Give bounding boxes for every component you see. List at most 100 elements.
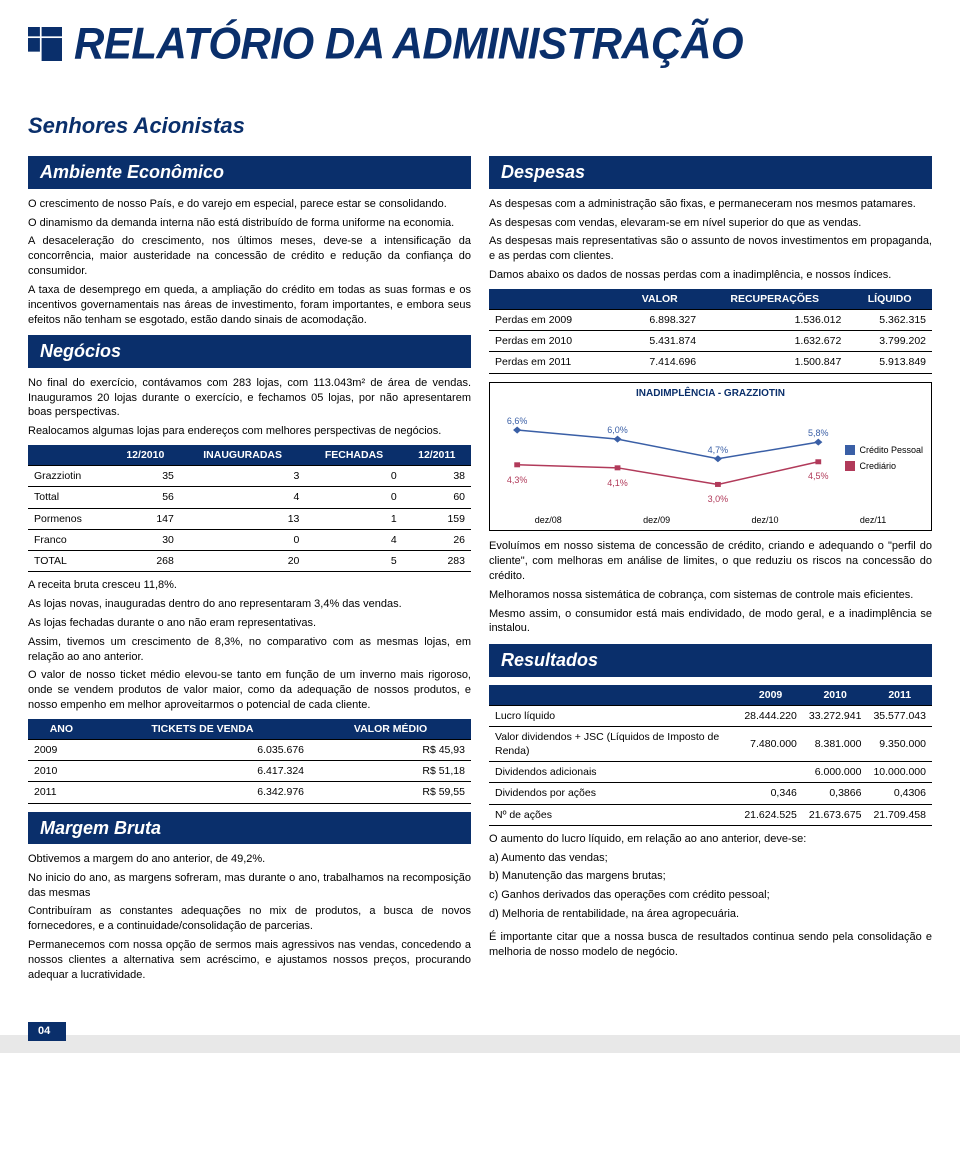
section-heading-negocios: Negócios — [28, 335, 471, 367]
x-label: dez/11 — [860, 514, 886, 526]
table-cell: 1 — [305, 508, 402, 529]
section-heading-ambiente: Ambiente Econômico — [28, 156, 471, 188]
table-cell: 35.577.043 — [867, 705, 932, 726]
left-column: Ambiente Econômico O crescimento de noss… — [28, 148, 471, 986]
table-cell: 4 — [305, 529, 402, 550]
th: INAUGURADAS — [180, 445, 306, 466]
th — [489, 289, 617, 310]
paragraph: Obtivemos a margem do ano anterior, de 4… — [28, 852, 471, 867]
table-row: Dividendos por ações0,3460,38660,4306 — [489, 783, 932, 804]
table-cell: Dividendos por ações — [489, 783, 738, 804]
th: VALOR — [617, 289, 702, 310]
stores-table: 12/2010 INAUGURADAS FECHADAS 12/2011 Gra… — [28, 445, 471, 572]
paragraph: O valor de nosso ticket médio elevou-se … — [28, 668, 471, 713]
table-cell: 5.362.315 — [847, 310, 932, 331]
table-cell: 10.000.000 — [867, 762, 932, 783]
inadimplencia-chart: INADIMPLÊNCIA - GRAZZIOTIN 6,6%6,0%4,7%5… — [489, 382, 932, 532]
chart-data-label: 4,1% — [607, 477, 628, 489]
table-cell: 159 — [403, 508, 471, 529]
table-row: Grazziotin353038 — [28, 466, 471, 487]
chart-plot-area: 6,6%6,0%4,7%5,8%4,3%4,1%3,0%4,5% — [494, 404, 841, 512]
table-cell: TOTAL — [28, 550, 111, 571]
chart-data-label: 4,5% — [808, 470, 829, 482]
table-cell: 21.709.458 — [867, 804, 932, 825]
table-cell — [738, 762, 803, 783]
paragraph: No final do exercício, contávamos com 28… — [28, 376, 471, 421]
table-cell: 6.898.327 — [617, 310, 702, 331]
page-number: 04 — [28, 1022, 66, 1041]
table-cell: 2009 — [28, 740, 95, 761]
table-cell: 21.624.525 — [738, 804, 803, 825]
paragraph: Mesmo assim, o consumidor está mais endi… — [489, 607, 932, 637]
th: VALOR MÉDIO — [310, 719, 471, 740]
table-row: Pormenos147131159 — [28, 508, 471, 529]
chart-data-label: 5,8% — [808, 427, 829, 439]
th: 12/2010 — [111, 445, 180, 466]
table-row: Nº de ações21.624.52521.673.67521.709.45… — [489, 804, 932, 825]
th — [28, 445, 111, 466]
table-cell: R$ 59,55 — [310, 782, 471, 803]
table-row: Valor dividendos + JSC (Líquidos de Impo… — [489, 726, 932, 761]
table-cell: Pormenos — [28, 508, 111, 529]
legend-swatch-icon — [845, 445, 855, 455]
chart-data-label: 6,6% — [507, 415, 528, 427]
paragraph: O dinamismo da demanda interna não está … — [28, 216, 471, 231]
paragraph: As despesas com a administração são fixa… — [489, 197, 932, 212]
table-cell: 7.414.696 — [617, 352, 702, 373]
footer-bar — [0, 1035, 960, 1053]
table-cell: 147 — [111, 508, 180, 529]
table-cell: 3 — [180, 466, 306, 487]
chart-data-label: 4,7% — [708, 444, 729, 456]
paragraph: Evoluímos em nosso sistema de concessão … — [489, 539, 932, 584]
table-cell: 6.417.324 — [95, 761, 310, 782]
th: LÍQUIDO — [847, 289, 932, 310]
paragraph: As lojas fechadas durante o ano não eram… — [28, 616, 471, 631]
table-cell: Dividendos adicionais — [489, 762, 738, 783]
table-cell: 30 — [111, 529, 180, 550]
paragraph: O aumento do lucro líquido, em relação a… — [489, 832, 932, 847]
right-column: Despesas As despesas com a administração… — [489, 148, 932, 986]
table-cell: 0,346 — [738, 783, 803, 804]
paragraph: As lojas novas, inauguradas dentro do an… — [28, 597, 471, 612]
results-table: 2009 2010 2011 Lucro líquido28.444.22033… — [489, 685, 932, 826]
table-cell: 283 — [403, 550, 471, 571]
table-cell: 28.444.220 — [738, 705, 803, 726]
list-item: a) Aumento das vendas; — [489, 851, 932, 866]
table-cell: 2010 — [28, 761, 95, 782]
table-cell: 33.272.941 — [803, 705, 868, 726]
table-cell: 5.913.849 — [847, 352, 932, 373]
table-cell: 1.500.847 — [702, 352, 847, 373]
legend-label: Crédito Pessoal — [859, 444, 923, 456]
chart-data-label: 4,3% — [507, 474, 528, 486]
table-cell: 13 — [180, 508, 306, 529]
section-heading-resultados: Resultados — [489, 644, 932, 676]
table-cell: R$ 51,18 — [310, 761, 471, 782]
paragraph: A taxa de desemprego em queda, a ampliaç… — [28, 283, 471, 328]
chart-data-label: 3,0% — [708, 493, 729, 505]
table-row: TOTAL268205283 — [28, 550, 471, 571]
paragraph: As despesas com vendas, elevaram-se em n… — [489, 216, 932, 231]
list-item: d) Melhoria de rentabilidade, na área ag… — [489, 907, 932, 922]
th: RECUPERAÇÕES — [702, 289, 847, 310]
table-cell: 35 — [111, 466, 180, 487]
paragraph: Contribuíram as constantes adequações no… — [28, 904, 471, 934]
paragraph: Realocamos algumas lojas para endereços … — [28, 424, 471, 439]
table-cell: Grazziotin — [28, 466, 111, 487]
table-row: Franco300426 — [28, 529, 471, 550]
table-cell: 1.632.672 — [702, 331, 847, 352]
table-cell: Nº de ações — [489, 804, 738, 825]
page-title: RELATÓRIO DA ADMINISTRAÇÃO — [74, 15, 743, 75]
table-cell: 268 — [111, 550, 180, 571]
header: RELATÓRIO DA ADMINISTRAÇÃO — [0, 0, 960, 79]
legend-swatch-icon — [845, 461, 855, 471]
chart-title: INADIMPLÊNCIA - GRAZZIOTIN — [494, 387, 927, 401]
th: 2009 — [738, 685, 803, 706]
table-cell: 5 — [305, 550, 402, 571]
paragraph: O crescimento de nosso País, e do varejo… — [28, 197, 471, 212]
th: 12/2011 — [403, 445, 471, 466]
paragraph: No inicio do ano, as margens sofreram, m… — [28, 871, 471, 901]
losses-table: VALOR RECUPERAÇÕES LÍQUIDO Perdas em 200… — [489, 289, 932, 374]
th: TICKETS DE VENDA — [95, 719, 310, 740]
table-row: 20096.035.676R$ 45,93 — [28, 740, 471, 761]
paragraph: Melhoramos nossa sistemática de cobrança… — [489, 588, 932, 603]
